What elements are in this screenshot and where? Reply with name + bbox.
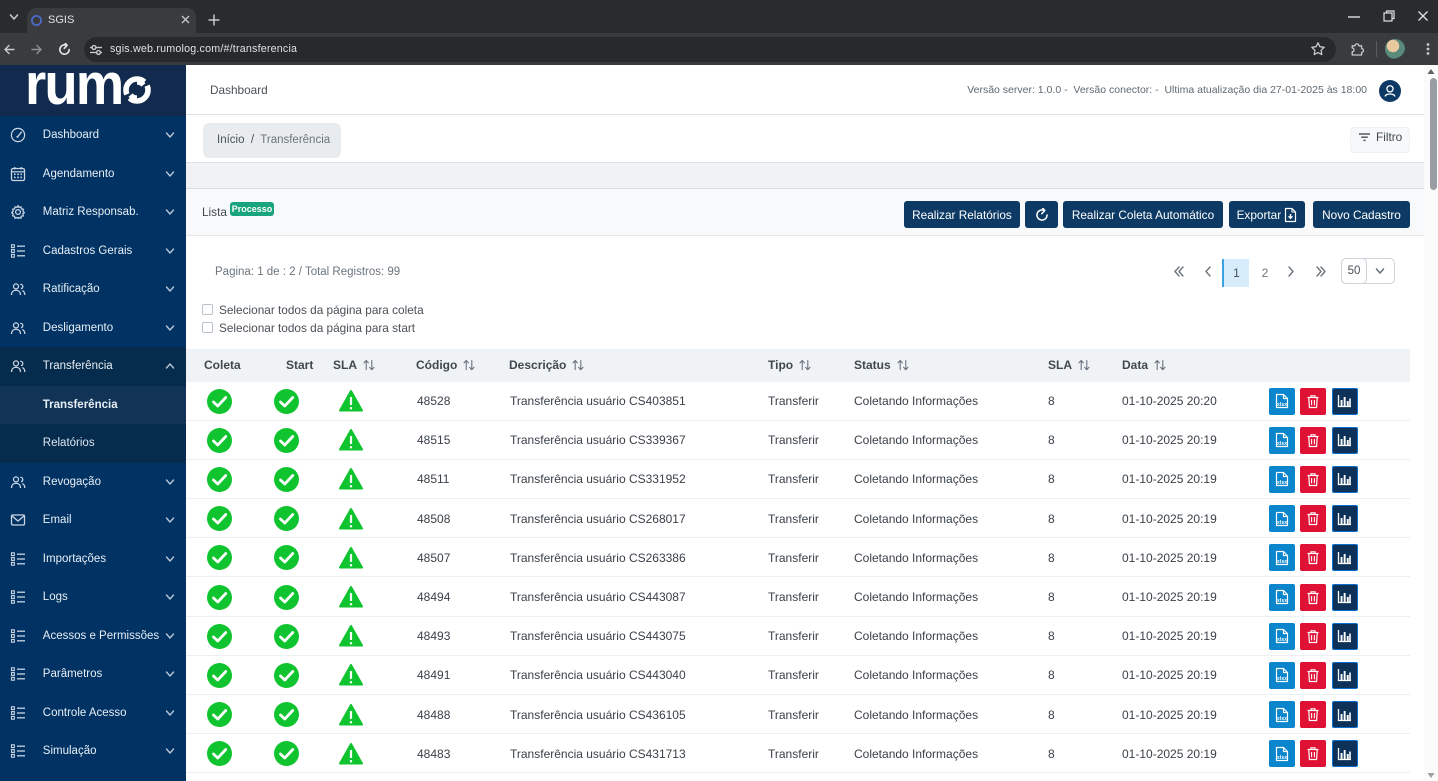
svg-text:xlsx: xlsx	[1277, 520, 1287, 526]
svg-text:xlsx: xlsx	[1277, 481, 1287, 487]
svg-text:xlsx: xlsx	[1277, 598, 1287, 604]
svg-text:xlsx: xlsx	[1277, 402, 1287, 408]
svg-text:xlsx: xlsx	[1277, 559, 1287, 565]
svg-text:xlsx: xlsx	[1277, 755, 1287, 761]
svg-text:xlsx: xlsx	[1277, 637, 1287, 643]
svg-text:xlsx: xlsx	[1277, 677, 1287, 683]
svg-text:xlsx: xlsx	[1277, 441, 1287, 447]
svg-text:xlsx: xlsx	[1277, 716, 1287, 722]
